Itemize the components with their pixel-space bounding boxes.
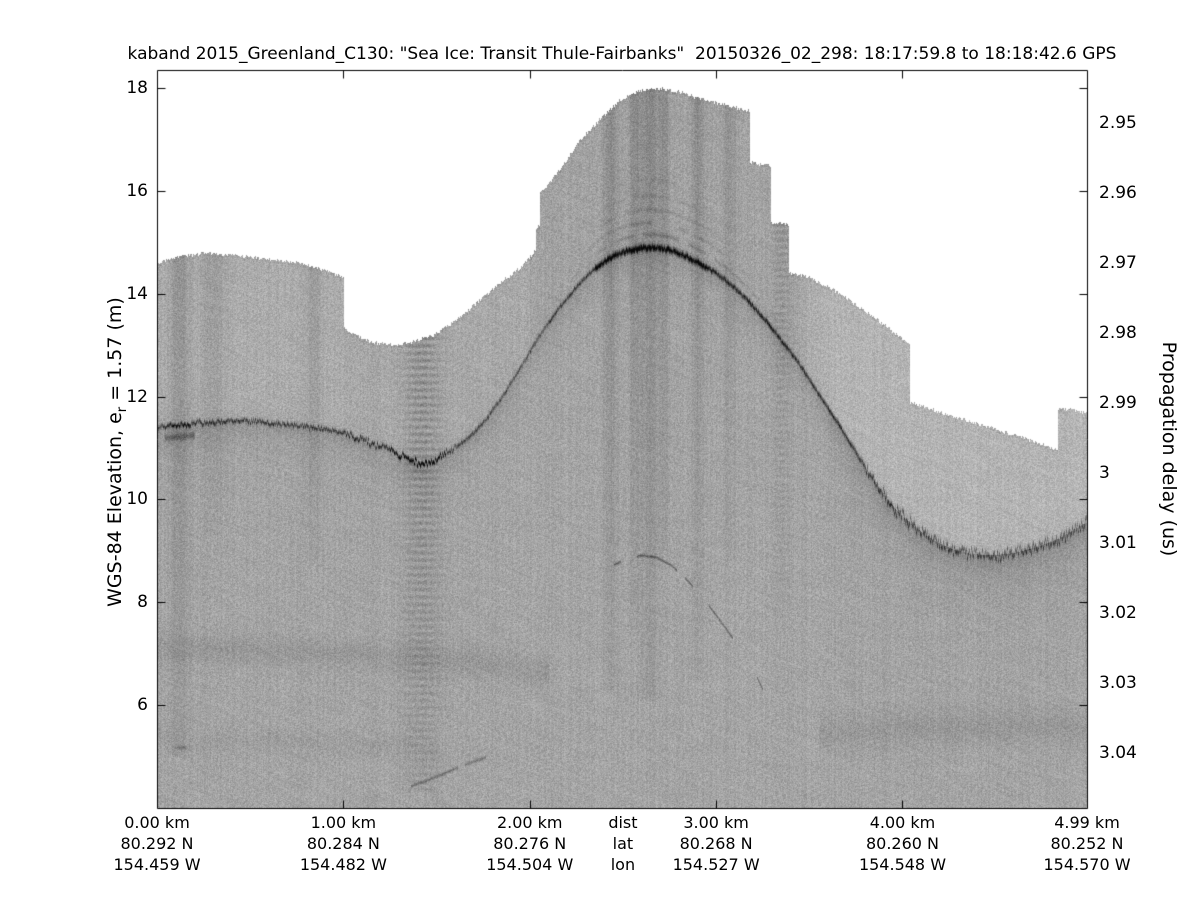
footer-col-0-lat: 80.292 N [120, 834, 194, 853]
footer-header-lat: lat [612, 834, 634, 853]
right-tick-label-3: 3 [1099, 462, 1110, 483]
footer-header-km: dist [608, 813, 638, 832]
footer-col-0-km: 0.00 km [124, 813, 190, 832]
figure-title: kaband 2015_Greenland_C130: "Sea Ice: Tr… [127, 44, 1117, 64]
footer-col-2-lat: 80.276 N [493, 834, 567, 853]
footer-col-3: 3.00 km 80.268 N 154.527 W [654, 812, 778, 875]
right-tick-label-2.98: 2.98 [1099, 323, 1137, 344]
footer-col-3-lat: 80.268 N [679, 834, 753, 853]
footer-col-2-lon: 154.504 W [486, 855, 574, 874]
left-tick-label-18: 18 [126, 78, 148, 98]
footer-header-lon: lon [610, 855, 636, 874]
left-tick-label-8: 8 [137, 592, 148, 613]
right-tick-label-2.95: 2.95 [1099, 113, 1137, 134]
footer-col-3-lon: 154.527 W [672, 855, 760, 874]
left-axis-label-sub: r [114, 406, 130, 413]
footer-col-4-km: 4.00 km [869, 813, 936, 832]
footer-col-3-km: 3.00 km [683, 813, 749, 832]
footer-col-5-lat: 80.252 N [1050, 834, 1124, 853]
right-tick-label-3.04: 3.04 [1099, 742, 1137, 763]
left-tick-label-12: 12 [126, 386, 148, 407]
footer-col-2-km: 2.00 km [496, 813, 563, 832]
footer-header: dist lat lon [561, 812, 685, 875]
right-tick-label-3.01: 3.01 [1099, 532, 1137, 553]
footer-col-1: 1.00 km 80.284 N 154.482 W [281, 812, 405, 875]
footer-col-5-lon: 154.570 W [1043, 855, 1131, 874]
right-tick-label-2.97: 2.97 [1099, 253, 1137, 274]
footer-col-4-lat: 80.260 N [865, 834, 939, 853]
footer-col-5-km: 4.99 km [1054, 813, 1120, 832]
footer-col-1-km: 1.00 km [310, 813, 377, 832]
left-tick-label-14: 14 [126, 283, 148, 304]
left-tick-label-10: 10 [126, 489, 148, 510]
footer-col-1-lon: 154.482 W [299, 855, 387, 874]
footer-col-0: 0.00 km 80.292 N 154.459 W [95, 812, 219, 875]
footer-col-0-lon: 154.459 W [113, 855, 201, 874]
footer-col-4-lon: 154.548 W [858, 855, 947, 874]
footer-col-1-lat: 80.284 N [306, 834, 380, 853]
right-tick-label-3.03: 3.03 [1099, 672, 1137, 693]
right-tick-label-2.99: 2.99 [1099, 392, 1137, 413]
footer-col-4: 4.00 km 80.260 N 154.548 W [840, 812, 964, 875]
left-tick-label-6: 6 [137, 695, 148, 716]
footer-col-5: 4.99 km 80.252 N 154.570 W [1025, 812, 1149, 875]
left-axis-label-pre: WGS-84 Elevation, e [104, 412, 126, 607]
footer-col-2: 2.00 km 80.276 N 154.504 W [468, 812, 592, 875]
right-tick-label-2.96: 2.96 [1099, 183, 1137, 204]
right-tick-label-3.02: 3.02 [1099, 602, 1137, 623]
left-tick-label-16: 16 [126, 180, 148, 201]
